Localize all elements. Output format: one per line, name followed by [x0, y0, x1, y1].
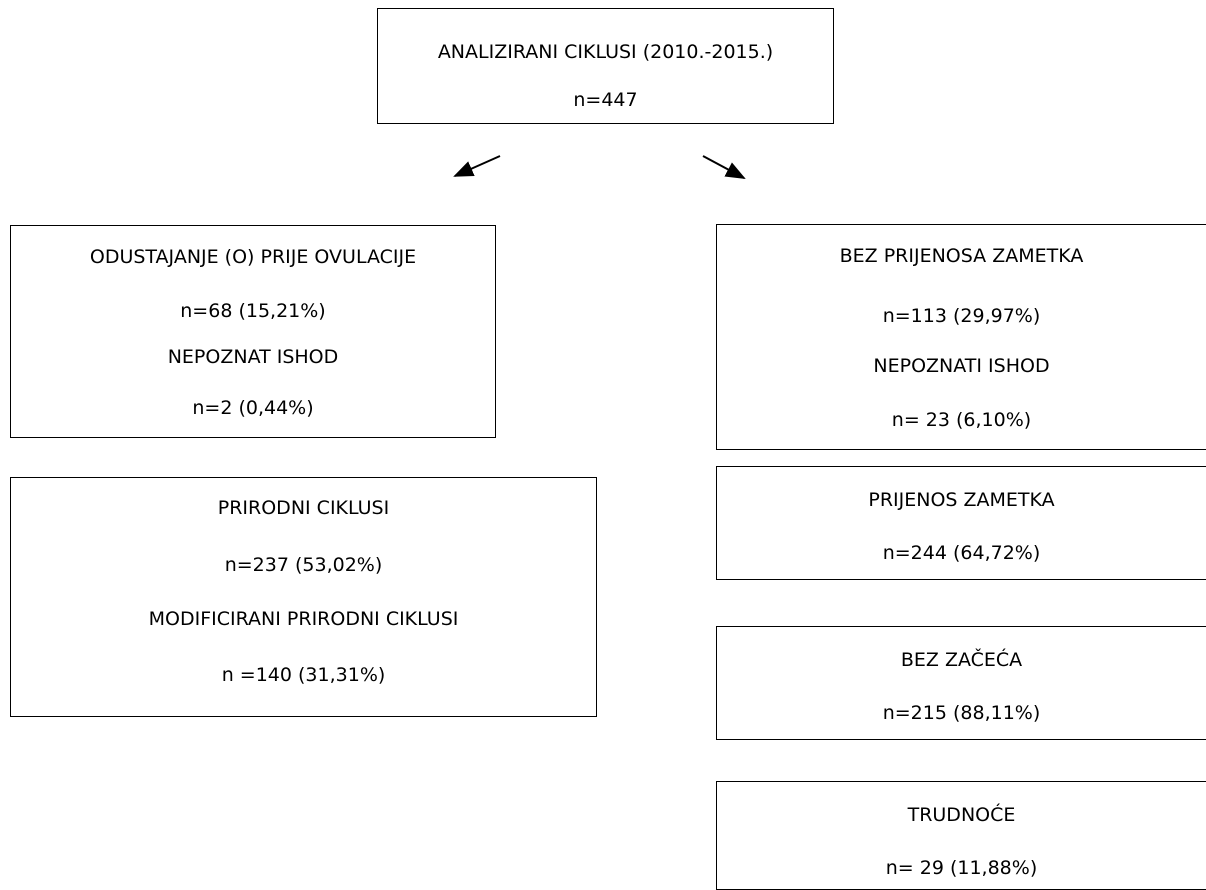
node-box: BEZ ZAČEĆA n=215 (88,11%) [716, 626, 1206, 740]
node-box: PRIRODNI CIKLUSI n=237 (53,02%) MODIFICIRA… [10, 477, 597, 717]
node-text: BEZ PRIJENOSA ZAMETKA [839, 245, 1084, 267]
node-text: n=244 (64,72%) [882, 542, 1041, 564]
node-text: n=113 (29,97%) [882, 305, 1041, 327]
arrow-left [453, 155, 501, 177]
node-text: BEZ ZAČEĆA [900, 649, 1023, 671]
node-text: ANALIZIRANI CIKLUSI (2010.-2015.) [437, 41, 774, 63]
node-text: n=447 [573, 89, 638, 111]
node-text: NEPOZNATI ISHOD [873, 355, 1050, 377]
node-text: MODIFICIRANI PRIRODNI CIKLUSI [148, 608, 459, 630]
node-box: BEZ PRIJENOSA ZAMETKA n=113 (29,97%) NEPOZ… [716, 224, 1206, 450]
node-text: n=237 (53,02%) [224, 554, 383, 576]
node-text: ODUSTAJANJE (O) PRIJE OVULACIJE [89, 246, 417, 268]
node-box: ANALIZIRANI CIKLUSI (2010.-2015.) n=447 [377, 8, 834, 124]
node-text: n=68 (15,21%) [180, 300, 326, 322]
node-box: TRUDNOĆE n= 29 (11,88%) [716, 781, 1206, 890]
arrow-right [702, 155, 746, 179]
node-text: PRIJENOS ZAMETKA [868, 489, 1055, 511]
node-text: n=215 (88,11%) [882, 702, 1041, 724]
node-text: NEPOZNAT ISHOD [167, 346, 339, 368]
node-box: PRIJENOS ZAMETKA n=244 (64,72%) [716, 466, 1206, 580]
node-box: ODUSTAJANJE (O) PRIJE OVULACIJE n=68 (15,… [10, 225, 496, 438]
node-text: n= 23 (6,10%) [891, 409, 1032, 431]
node-text: n= 29 (11,88%) [885, 857, 1038, 879]
node-text: TRUDNOĆE [907, 804, 1016, 826]
node-text: n=2 (0,44%) [192, 397, 314, 419]
node-text: PRIRODNI CIKLUSI [217, 497, 390, 519]
node-text: n =140 (31,31%) [221, 664, 386, 686]
